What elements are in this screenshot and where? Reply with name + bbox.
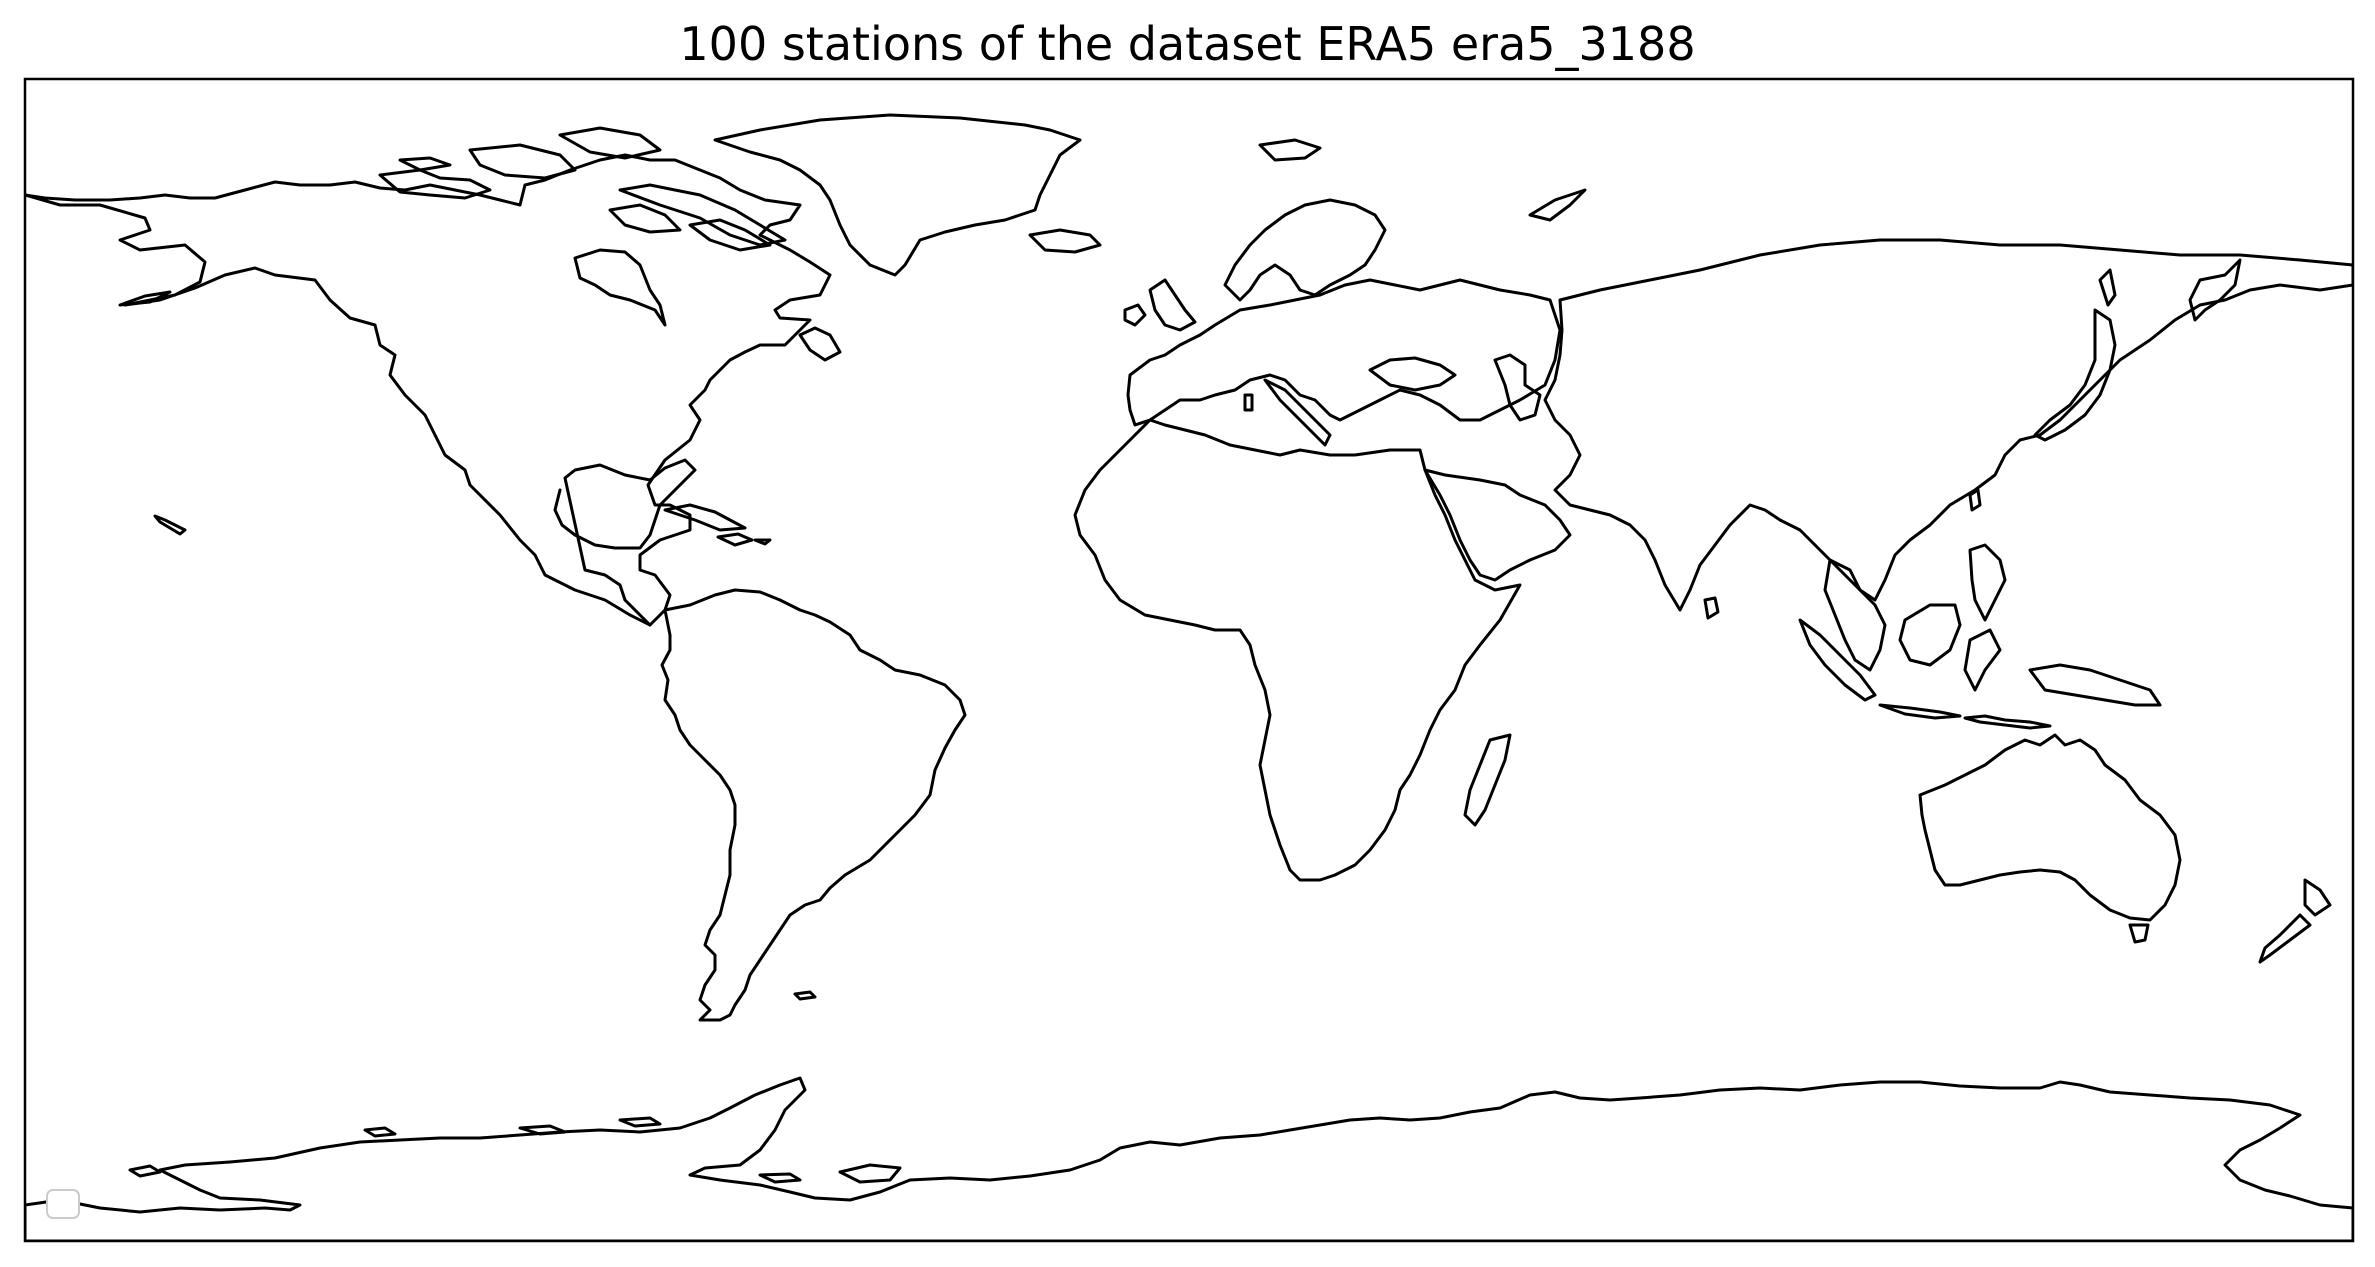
coast-madagascar bbox=[1463, 733, 1512, 827]
coast-italy bbox=[1263, 378, 1332, 447]
coast-australia bbox=[1918, 733, 2182, 922]
coast-antarctic-island-1 bbox=[128, 1164, 162, 1178]
map-title: 100 stations of the dataset ERA5 era5_31… bbox=[679, 17, 1696, 71]
coast-novaya-zemlya bbox=[1528, 188, 1587, 222]
coast-arctic-islands-3 bbox=[558, 126, 662, 160]
coast-sumatra bbox=[1798, 618, 1877, 702]
coast-svalbard bbox=[1258, 138, 1322, 162]
coast-japan bbox=[2033, 308, 2117, 442]
coast-sulawesi bbox=[1963, 628, 2002, 692]
coast-falklands bbox=[793, 990, 817, 1001]
coast-ireland bbox=[1123, 303, 1147, 327]
coast-kamchatka bbox=[2188, 258, 2242, 322]
coast-antarctic-island-4 bbox=[838, 1163, 902, 1184]
coast-arctic-islands-4 bbox=[398, 156, 452, 172]
coast-cuba bbox=[663, 503, 747, 532]
coast-borneo bbox=[1898, 603, 1962, 667]
coast-lesser-sunda bbox=[1963, 714, 2052, 730]
coast-tasmania bbox=[2128, 923, 2150, 944]
coast-florida-gulf bbox=[553, 458, 697, 627]
coast-north-america bbox=[25, 153, 832, 627]
coast-antarctic-island-2 bbox=[363, 1126, 397, 1138]
coast-antarctica bbox=[25, 1076, 2353, 1241]
coast-black-sea bbox=[1368, 356, 1457, 392]
coast-iceland bbox=[1028, 228, 1102, 254]
coast-alaska-islands bbox=[118, 290, 172, 307]
coast-hawaii bbox=[153, 514, 187, 536]
coast-sardinia bbox=[1243, 393, 1254, 412]
coast-puerto-rico bbox=[753, 538, 772, 546]
coast-scandinavia bbox=[1223, 198, 1387, 302]
coast-arctic-islands-1 bbox=[378, 168, 492, 200]
coast-new-guinea bbox=[2028, 663, 2162, 707]
coast-antarctic-island-5 bbox=[758, 1172, 802, 1184]
coast-hudson-bay bbox=[573, 248, 667, 327]
coast-arabia bbox=[1423, 468, 1572, 582]
coast-newfoundland bbox=[798, 326, 842, 362]
coast-arctic-islands-6 bbox=[688, 218, 772, 252]
map-frame bbox=[23, 77, 2355, 1243]
coast-indochina bbox=[1823, 558, 1887, 672]
coastlines bbox=[25, 113, 2353, 1241]
coast-arctic-islands-2 bbox=[468, 143, 577, 180]
coast-caspian bbox=[1493, 353, 1542, 422]
coast-hispaniola bbox=[716, 532, 754, 547]
coast-arctic-islands-5 bbox=[608, 203, 682, 234]
coast-uk bbox=[1148, 278, 1197, 332]
map-axes bbox=[23, 77, 2355, 1243]
coast-nz-south bbox=[2258, 913, 2312, 964]
coast-sri-lanka bbox=[1703, 596, 1720, 620]
coast-philippines bbox=[1968, 543, 2007, 622]
coast-java bbox=[1878, 703, 1962, 720]
coast-nz-north bbox=[2303, 878, 2332, 917]
coast-europe-main bbox=[1126, 278, 1562, 427]
coast-sakhalin bbox=[2098, 268, 2117, 307]
coast-baffin bbox=[618, 183, 787, 247]
coast-taiwan bbox=[1968, 488, 1982, 512]
coast-africa bbox=[1073, 418, 1522, 882]
coast-asia-main bbox=[1543, 238, 2353, 612]
coast-greenland bbox=[713, 113, 1082, 277]
legend-box bbox=[46, 1189, 80, 1219]
coast-south-america bbox=[660, 588, 967, 1022]
coast-antarctic-island-3 bbox=[518, 1124, 567, 1136]
coast-antarctic-island-6 bbox=[618, 1116, 662, 1128]
